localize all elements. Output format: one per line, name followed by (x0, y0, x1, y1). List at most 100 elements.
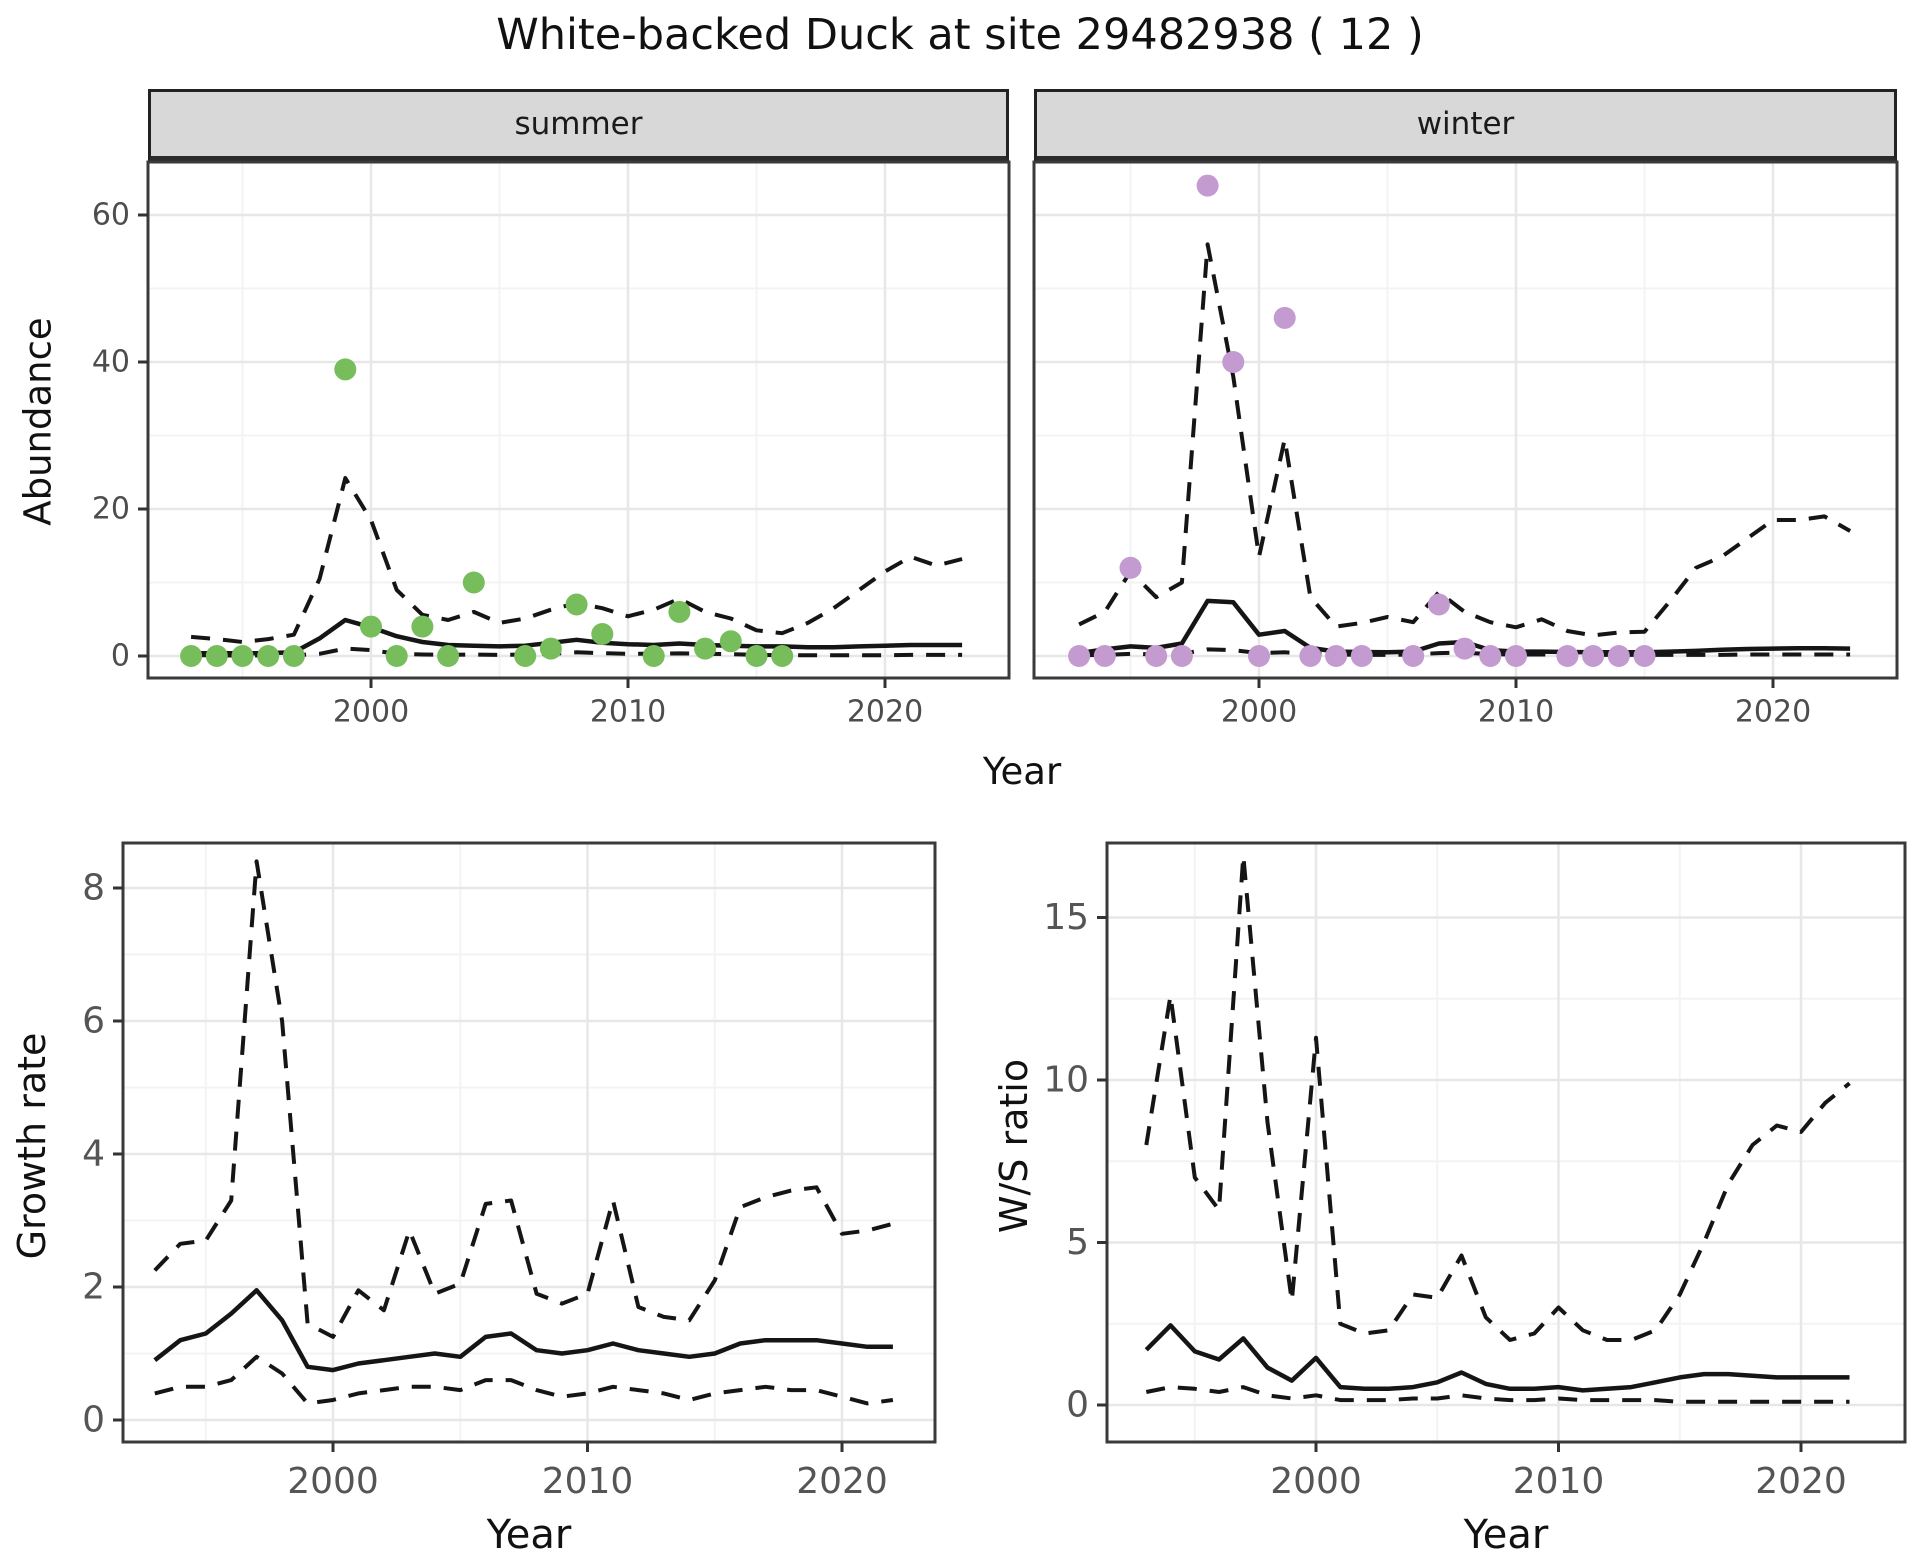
y-axis-title-growth-rate: Growth rate (10, 1032, 54, 1260)
abundance-winter-upper-ci-line (1078, 242, 1852, 638)
observation-point (334, 358, 357, 381)
observation-point (385, 645, 408, 667)
observation-point (1145, 645, 1168, 667)
observation-point (719, 630, 742, 653)
y-axis-title-abundance: Abundance (16, 317, 60, 526)
ws-ratio-lower-ci-line (1145, 1385, 1850, 1404)
y-tick-label: 0 (1066, 1385, 1089, 1426)
observation-point (1170, 645, 1193, 667)
page-title: White-backed Duck at site 29482938 ( 12 … (496, 10, 1424, 60)
observation-point (514, 645, 537, 667)
observation-point (1093, 645, 1116, 667)
observation-point (668, 600, 691, 623)
y-tick-label: 6 (82, 1001, 105, 1042)
observation-point (360, 615, 382, 638)
panel-background (1034, 162, 1897, 678)
facet-strip-label: winter (1416, 106, 1515, 142)
y-tick-label: 2 (82, 1267, 105, 1308)
series-group (153, 859, 894, 1406)
facet-strip-label: summer (514, 106, 643, 142)
observation-point (1222, 351, 1245, 373)
y-tick-label: 15 (1043, 897, 1089, 938)
observation-point (1325, 645, 1348, 667)
y-tick-label: 4 (82, 1134, 105, 1175)
y-tick-label: 0 (111, 639, 130, 674)
observation-point (1453, 637, 1476, 660)
y-tick-label: 8 (82, 868, 105, 909)
panel-background (148, 162, 1009, 678)
x-axis-title-growth: Year (486, 1512, 572, 1558)
x-tick-label: 2020 (1755, 1461, 1847, 1502)
panel-growth-rate: 2000 2010 2020 0 2 4 6 8 (82, 841, 937, 1502)
x-tick-label: 2000 (333, 695, 409, 730)
observation-point (1196, 174, 1219, 197)
y-tick-label: 20 (92, 492, 130, 527)
x-tick-label: 2020 (847, 695, 923, 730)
observation-point (591, 623, 614, 645)
observation-point (231, 645, 254, 667)
observation-point (411, 615, 434, 638)
growth-rate-lower-ci-line (154, 1354, 894, 1406)
observation-point (1556, 645, 1579, 667)
growth-rate-median-line (153, 1288, 893, 1373)
observation-point (282, 645, 305, 667)
observation-point (1479, 645, 1502, 667)
observation-point (1350, 645, 1373, 667)
observation-point (462, 571, 485, 594)
y-tick-label: 0 (82, 1400, 105, 1441)
growth-rate-upper-ci-line (153, 859, 894, 1339)
panel-background (123, 843, 935, 1442)
panel-abundance-winter: 2000 2010 2020 (1032, 160, 1899, 730)
y-tick-label: 40 (92, 345, 130, 380)
x-tick-label: 2010 (542, 1461, 634, 1502)
x-tick-label: 2000 (1270, 1461, 1362, 1502)
observation-point (1068, 645, 1091, 667)
facet-strip-winter: winter (1034, 89, 1897, 162)
observation-point (1582, 645, 1605, 667)
y-axis-title-ws-ratio: W/S ratio (992, 1058, 1036, 1234)
x-tick-label: 2020 (1735, 695, 1811, 730)
panel-border (146, 160, 1011, 680)
observation-point (539, 637, 562, 660)
observation-point (642, 645, 665, 667)
facet-strip-summer: summer (148, 89, 1009, 162)
x-tick-label: 2020 (796, 1461, 888, 1502)
abundance-summer-lower-ci-line (191, 646, 963, 658)
x-tick-label: 2010 (590, 695, 666, 730)
panel-ws-ratio: 2000 2010 2020 0 5 10 15 (1043, 841, 1907, 1502)
x-axis-title-ws: Year (1463, 1512, 1549, 1558)
observation-point (745, 645, 768, 667)
ws-ratio-upper-ci-line (1144, 853, 1851, 1342)
panel-border (1032, 160, 1899, 680)
observation-point (1607, 645, 1630, 667)
observation-point (1427, 593, 1450, 616)
abundance-summer-median-line (191, 617, 963, 656)
panel-abundance-summer: 2000 2010 2020 0 20 40 60 (92, 160, 1011, 730)
observation-point (1633, 645, 1656, 667)
observation-point (1273, 306, 1296, 329)
observation-point (1248, 645, 1270, 667)
y-tick-label: 10 (1043, 1060, 1089, 1101)
x-tick-label: 2000 (287, 1461, 379, 1502)
panel-border (1105, 841, 1907, 1444)
observation-point (771, 645, 794, 667)
x-tick-label: 2010 (1478, 695, 1554, 730)
y-tick-label: 5 (1066, 1222, 1089, 1263)
x-axis-title-top: Year (982, 750, 1062, 793)
observation-point (205, 645, 228, 667)
series-group (1144, 853, 1851, 1404)
y-tick-label: 60 (92, 198, 130, 233)
observation-point (694, 637, 717, 660)
observation-point (1119, 556, 1142, 579)
panel-border (121, 841, 937, 1444)
ws-ratio-median-line (1144, 1323, 1850, 1393)
observation-point (180, 645, 203, 667)
observation-point (257, 645, 280, 667)
x-tick-label: 2010 (1513, 1461, 1605, 1502)
observation-point (437, 645, 460, 667)
observation-point (565, 593, 588, 616)
observation-point (1299, 645, 1322, 667)
x-tick-label: 2000 (1221, 695, 1297, 730)
